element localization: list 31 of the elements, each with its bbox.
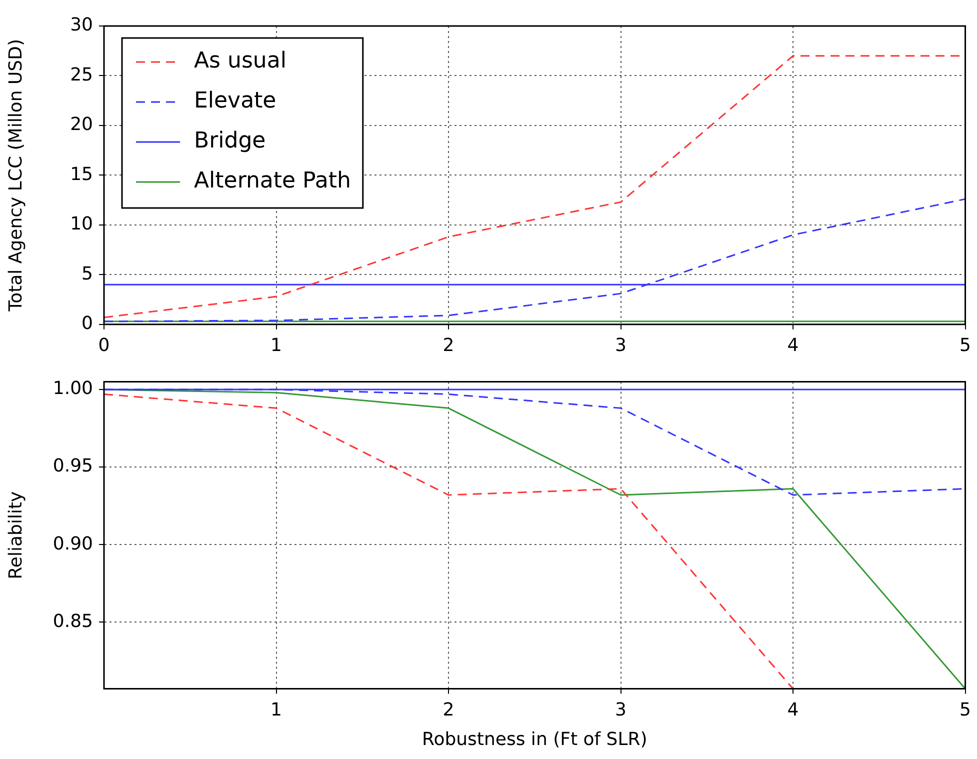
y-tick-label: 0.95 xyxy=(52,456,93,477)
x-tick-label: 1 xyxy=(270,699,282,720)
y-tick-label: 20 xyxy=(70,114,93,136)
y-tick-label: 25 xyxy=(70,64,93,86)
y-tick-label: 30 xyxy=(70,14,93,36)
y-tick-label: 10 xyxy=(70,214,93,235)
y-axis-title: Reliability xyxy=(5,490,26,580)
y-axis-title: Total Agency LCC (Millon USD) xyxy=(5,39,26,312)
x-tick-label: 4 xyxy=(787,334,799,356)
legend-label: Alternate Path xyxy=(194,168,351,194)
line-series xyxy=(103,198,966,322)
x-tick-label: 3 xyxy=(615,334,626,356)
x-tick-label: 2 xyxy=(442,334,454,356)
y-tick-label: 5 xyxy=(82,263,93,284)
x-tick-label: 1 xyxy=(270,334,282,356)
line-series xyxy=(103,393,794,690)
y-tick-label: 1.00 xyxy=(52,378,93,400)
x-tick-label: 0 xyxy=(98,334,110,356)
legend-label: Elevate xyxy=(194,88,276,114)
y-tick-label: 0 xyxy=(82,313,93,334)
x-tick-label: 2 xyxy=(442,699,454,720)
legend-label: As usual xyxy=(194,48,286,74)
y-tick-label: 0.85 xyxy=(52,610,93,632)
x-tick-label: 5 xyxy=(960,699,971,720)
y-tick-label: 0.90 xyxy=(52,533,93,554)
legend-label: Bridge xyxy=(194,128,266,154)
y-tick-label: 15 xyxy=(70,164,93,185)
x-axis-title: Robustness in (Ft of SLR) xyxy=(422,728,648,750)
x-tick-label: 4 xyxy=(787,699,799,720)
x-tick-label: 5 xyxy=(960,334,971,356)
x-tick-label: 3 xyxy=(615,699,626,720)
